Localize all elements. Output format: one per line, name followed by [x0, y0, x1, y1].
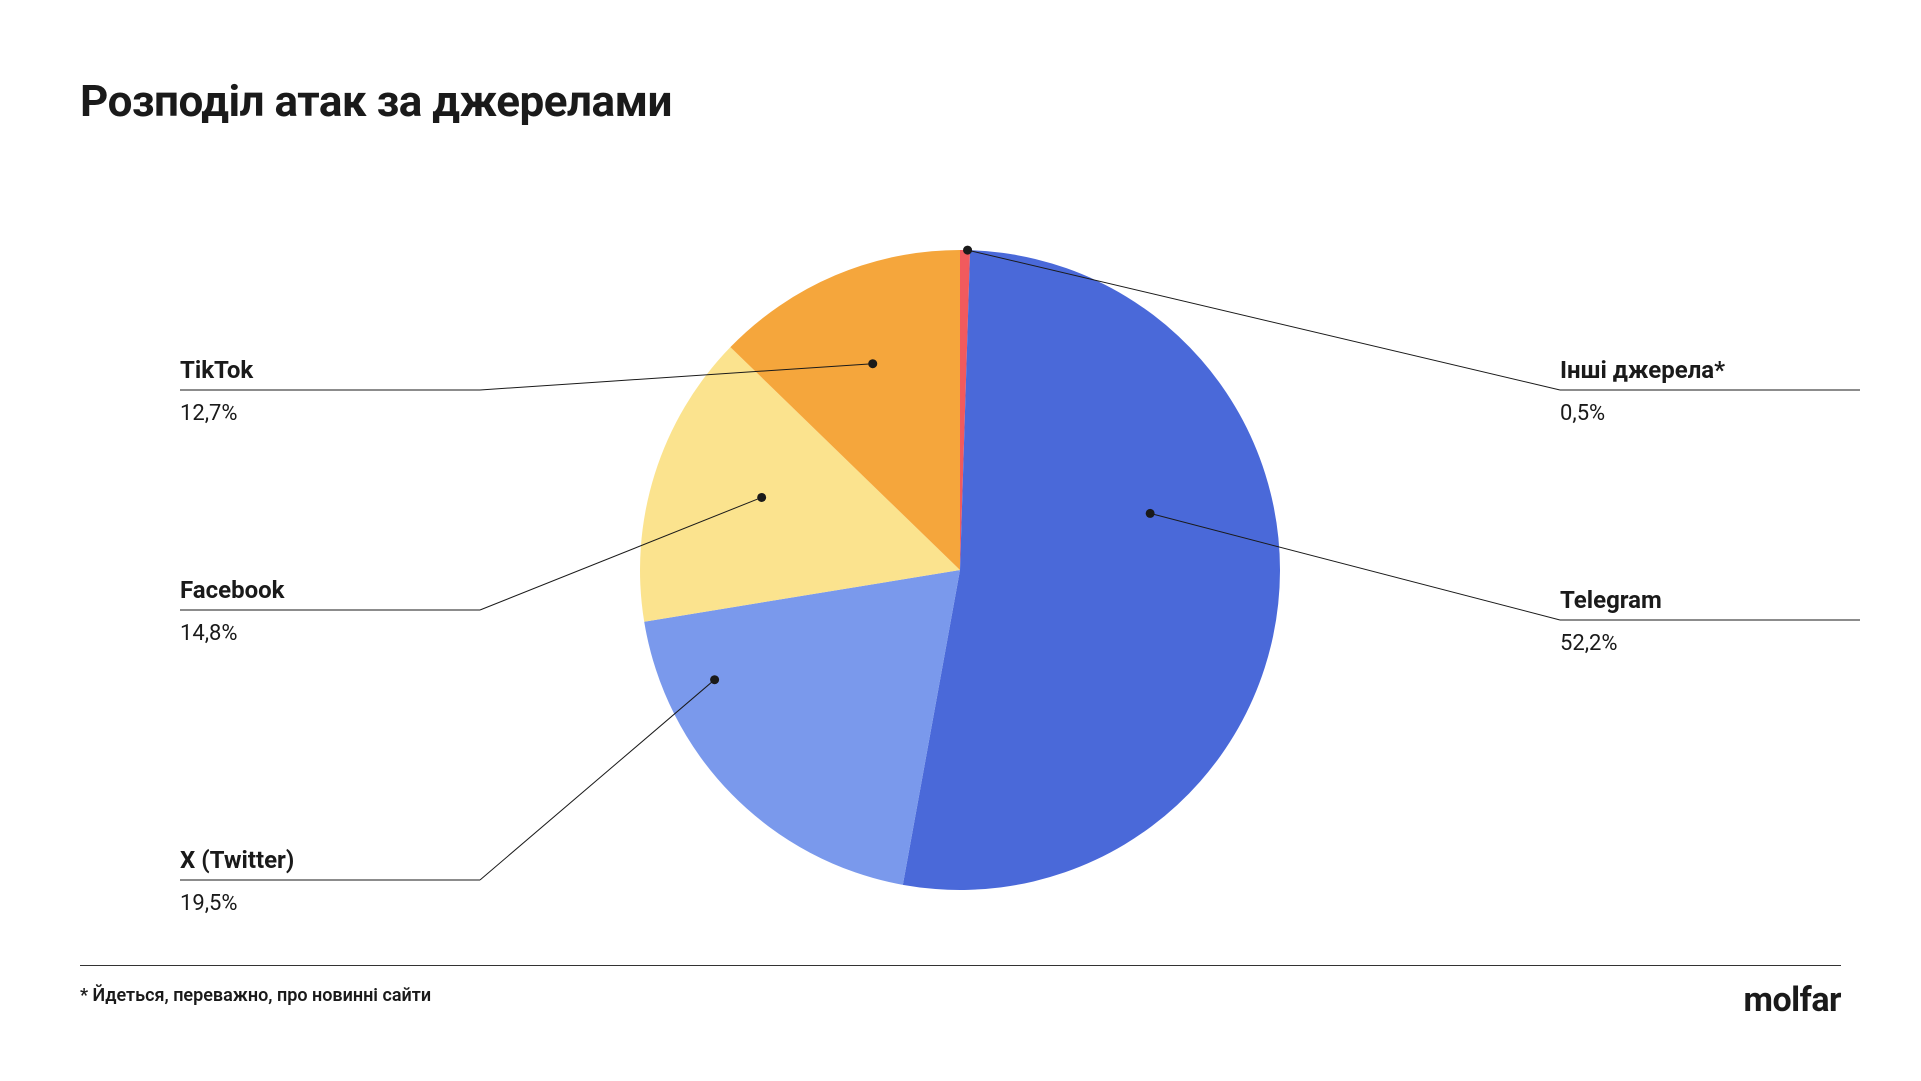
slice-label: TikTok [180, 356, 254, 384]
footnote-text: * Йдеться, переважно, про новинні сайти [80, 985, 431, 1006]
leader-line [480, 680, 715, 880]
slice-percent: 14,8% [180, 621, 238, 646]
slice-percent: 52,2% [1560, 631, 1618, 656]
slice-label: Facebook [180, 576, 286, 604]
leader-dot [868, 359, 877, 368]
slice-label: X (Twitter) [180, 846, 294, 874]
page: Розподіл атак за джерелами Інші джерела*… [0, 0, 1921, 1081]
brand-logo: molfar [1744, 980, 1841, 1020]
slice-label: Інші джерела* [1560, 356, 1725, 384]
slice-percent: 12,7% [180, 401, 238, 426]
leader-dot [757, 493, 766, 502]
slice-percent: 0,5% [1560, 401, 1605, 426]
slice-percent: 19,5% [180, 891, 238, 916]
slice-label: Telegram [1560, 586, 1662, 614]
footer-rule [80, 965, 1841, 966]
pie-chart: Інші джерела* 0,5% Telegram 52,2% X (Twitter… [0, 160, 1921, 920]
pie-chart-svg: Інші джерела* 0,5% Telegram 52,2% X (Twitter… [0, 160, 1921, 920]
leader-dot [1146, 509, 1155, 518]
page-title: Розподіл атак за джерелами [80, 75, 672, 127]
leader-dot [710, 675, 719, 684]
leader-dot [963, 246, 972, 255]
